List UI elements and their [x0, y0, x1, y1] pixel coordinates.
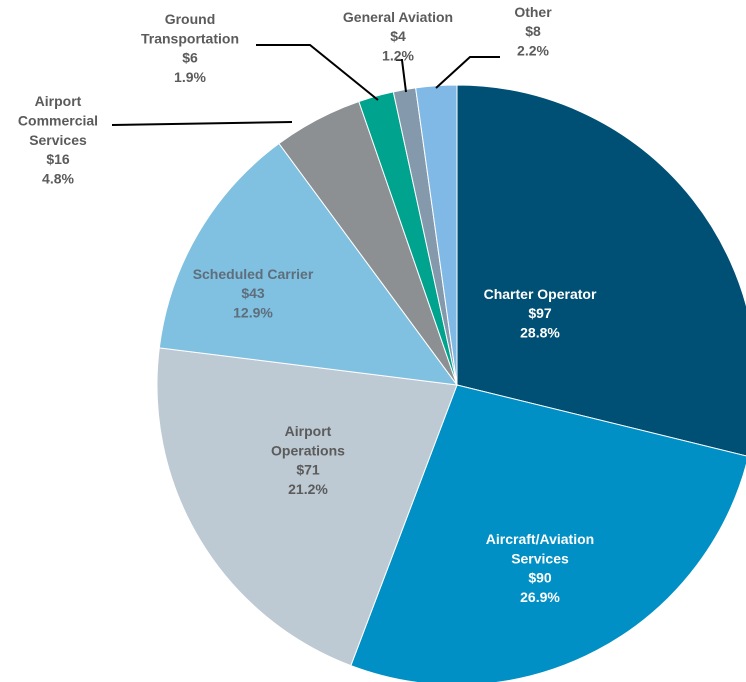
value-label: 26.9% [520, 589, 560, 605]
leader-line [256, 44, 379, 101]
amount-label: $4 [390, 28, 406, 44]
value-label: 1.2% [382, 48, 414, 64]
value-label: 2.2% [517, 43, 549, 59]
pie-slice [156, 347, 458, 667]
slice-label: Ground Transportation [141, 11, 239, 47]
amount-label: $16 [46, 151, 70, 167]
amount-label: $97 [528, 305, 552, 321]
value-label: 28.8% [520, 325, 560, 341]
leader-line [435, 56, 500, 89]
amount-label: $8 [525, 23, 541, 39]
labels: Charter Operator $97 28.8% Aircraft/Aviatio… [18, 4, 597, 606]
amount-label: $90 [528, 570, 552, 586]
value-label: 12.9% [233, 305, 273, 321]
pie-slice [456, 84, 746, 457]
slice-label: General Aviation [343, 9, 453, 25]
slice-label: Aircraft/Aviation Services [486, 531, 594, 567]
value-label: 1.9% [174, 69, 206, 85]
slice-label: Other [514, 4, 552, 20]
slice-label: Charter Operator [484, 286, 597, 302]
leader-line [396, 59, 407, 93]
pie-slice [415, 84, 458, 386]
slice-label: Scheduled Carrier [193, 266, 314, 282]
slice-label: Airport Commercial Services [18, 93, 98, 148]
value-label: 4.8% [42, 171, 74, 187]
pie-slice [158, 142, 459, 386]
value-label: 21.2% [288, 481, 328, 497]
amount-label: $6 [182, 50, 198, 66]
amount-label: $43 [241, 285, 265, 301]
leader-line [111, 121, 293, 126]
amount-label: $71 [296, 462, 320, 478]
slice-label: Airport Operations [271, 423, 345, 459]
slices [156, 84, 746, 682]
